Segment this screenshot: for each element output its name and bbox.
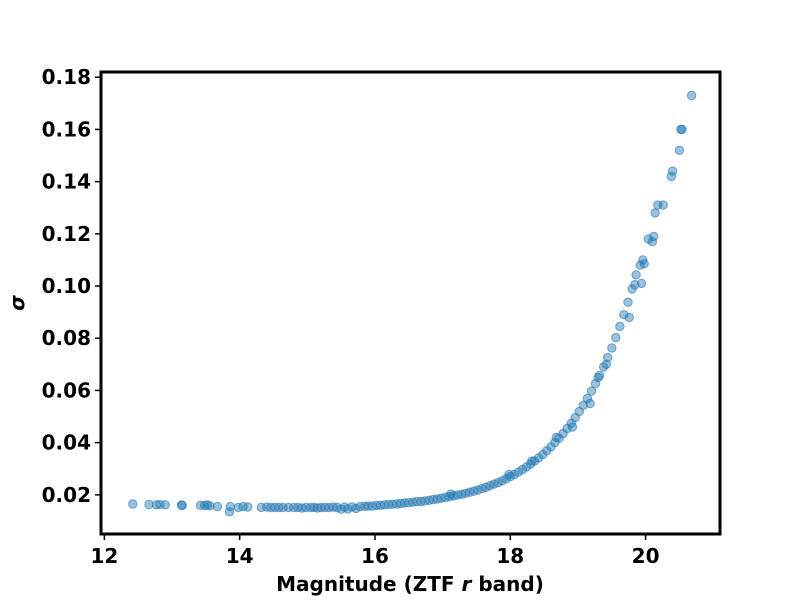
y-tick-label: 0.16 xyxy=(42,117,91,141)
data-point xyxy=(585,398,595,409)
data-point xyxy=(312,503,323,513)
x-axis: 12 14 16 18 20 xyxy=(90,534,660,568)
data-point xyxy=(636,278,647,289)
data-point xyxy=(128,499,138,509)
y-tick-label: 0.18 xyxy=(42,65,91,89)
data-point xyxy=(582,393,593,404)
y-tick-label: 0.04 xyxy=(42,431,91,455)
data-point xyxy=(177,500,187,511)
data-point xyxy=(639,259,649,269)
y-tick-label: 0.06 xyxy=(42,378,91,402)
data-point xyxy=(144,499,154,510)
data-point xyxy=(624,312,634,323)
y-axis-label: σ xyxy=(5,295,29,311)
data-point xyxy=(598,362,609,372)
y-tick-label: 0.14 xyxy=(42,170,91,194)
data-point xyxy=(306,502,316,513)
data-point xyxy=(594,370,605,381)
data-point xyxy=(607,343,617,353)
data-point xyxy=(677,124,687,135)
data-point xyxy=(667,166,678,176)
data-point xyxy=(360,501,370,511)
data-point xyxy=(650,208,660,218)
y-tick-label: 0.02 xyxy=(42,483,91,507)
data-point xyxy=(309,502,319,513)
x-tick-label: 20 xyxy=(632,544,660,568)
x-axis-label: Magnitude (ZTF r band) xyxy=(276,572,544,596)
data-point xyxy=(647,237,657,247)
data-point xyxy=(205,501,215,511)
data-point xyxy=(603,352,613,363)
x-tick-label: 12 xyxy=(90,544,118,568)
data-point xyxy=(623,297,633,307)
data-point xyxy=(658,200,668,210)
data-point xyxy=(615,321,625,332)
data-point xyxy=(649,231,659,242)
y-tick-label: 0.08 xyxy=(42,326,91,350)
plot-frame xyxy=(99,70,722,536)
data-point xyxy=(225,501,235,512)
y-axis: 0.02 0.04 0.06 0.08 0.10 0.12 0.14 0.16 0.18 xyxy=(42,65,101,507)
data-point xyxy=(631,270,641,280)
data-point xyxy=(578,400,588,410)
data-point xyxy=(238,501,248,512)
points-layer xyxy=(128,90,697,517)
x-tick-label: 16 xyxy=(361,544,389,568)
data-point xyxy=(619,310,629,320)
y-tick-label: 0.10 xyxy=(42,274,91,298)
data-point xyxy=(674,145,685,156)
y-tick-label: 0.12 xyxy=(42,222,91,246)
x-tick-label: 18 xyxy=(496,544,524,568)
data-point xyxy=(160,500,171,510)
data-point xyxy=(567,422,578,432)
x-tick-label: 14 xyxy=(226,544,254,568)
data-point xyxy=(243,502,253,512)
data-point xyxy=(586,386,597,396)
data-point xyxy=(212,501,223,512)
data-point xyxy=(611,332,621,343)
data-point xyxy=(686,90,697,101)
